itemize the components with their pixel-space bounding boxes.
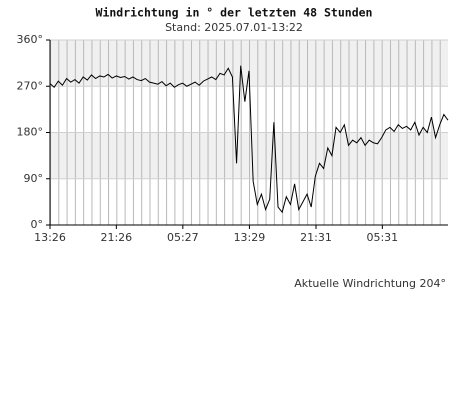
- y-tick-label: 360°: [17, 33, 44, 46]
- data-line: [49, 65, 449, 214]
- annotation: Aktuelle Windrichtung 204°: [294, 277, 446, 290]
- x-tick-label: 21:31: [300, 231, 332, 244]
- x-tick-label: 21:26: [100, 231, 132, 244]
- y-tick-label: 270°: [17, 79, 44, 92]
- x-tick-label: 05:27: [167, 231, 199, 244]
- x-tick-label: 05:31: [366, 231, 398, 244]
- y-tick-label: 180°: [17, 126, 44, 139]
- y-tick-label: 0°: [31, 218, 44, 231]
- x-tick-label: 13:26: [34, 231, 66, 244]
- chart-subtitle: Stand: 2025.07.01-13:22: [165, 21, 303, 34]
- x-tick-label: 13:29: [234, 231, 266, 244]
- chart-title: Windrichtung in ° der letzten 48 Stunden: [96, 6, 373, 20]
- y-tick-label: 90°: [24, 172, 44, 185]
